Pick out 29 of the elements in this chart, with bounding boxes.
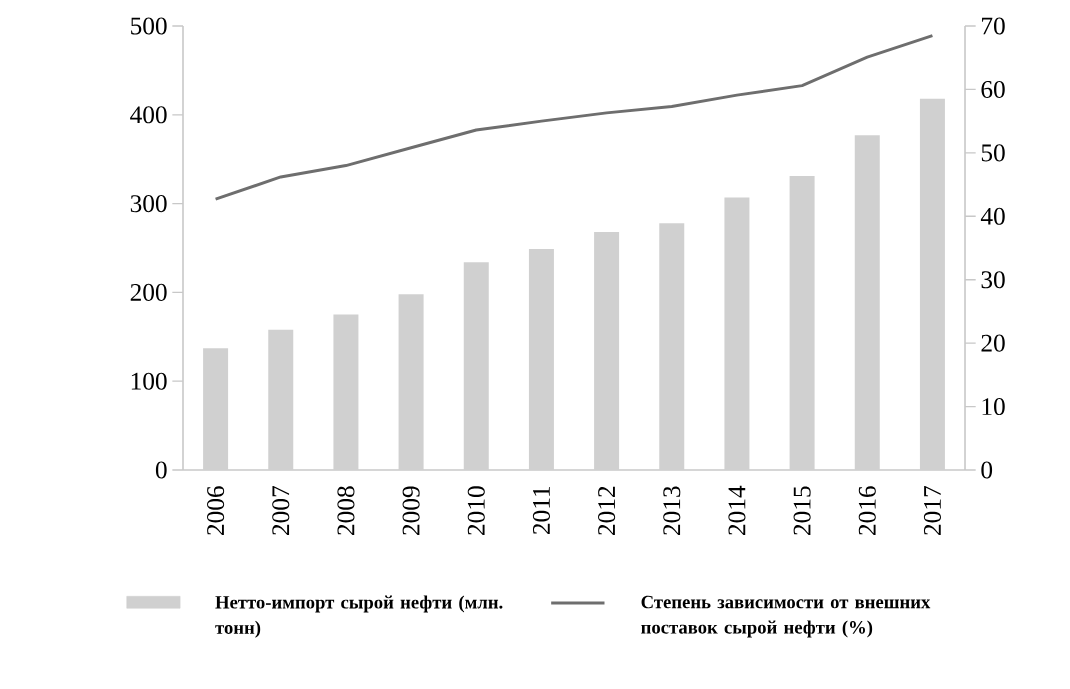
x-tick-label: 2009 [402, 486, 420, 535]
y-tick-label: 100 [131, 372, 167, 390]
legend-label: Степень зависимости от внешних поставок сырой нефти (%) [641, 595, 931, 638]
y2-tick-label: 40 [980, 207, 1005, 225]
y-tick-label: 400 [130, 106, 167, 124]
x-tick-label: 2014 [728, 485, 746, 535]
y2-tick-label: 0 [981, 461, 993, 479]
y2-tick-label: 70 [982, 17, 1005, 35]
y-tick-label: 300 [130, 195, 167, 213]
y2-tick-label: 60 [981, 80, 1005, 98]
y2-tick-label: 50 [981, 144, 1005, 162]
y2-tick-label: 10 [982, 398, 1005, 416]
x-tick-label: 2008 [337, 486, 355, 535]
y2-tick-label: 30 [981, 271, 1005, 289]
y2-tick-label: 20 [981, 334, 1005, 352]
x-tick-label: 2015 [793, 486, 811, 535]
legend-label: Нетто-импорт сырой нефти (млн. тонн) [215, 595, 503, 638]
x-tick-label: 2011 [532, 486, 550, 534]
y-tick-label: 200 [130, 283, 167, 301]
x-tick-label: 2017 [923, 486, 941, 535]
x-tick-label: 2016 [858, 486, 876, 535]
line-series [214, 34, 934, 201]
x-tick-label: 2012 [598, 486, 616, 535]
x-tick-label: 2013 [663, 486, 681, 535]
y-tick-label: 0 [155, 461, 167, 479]
y-tick-label: 500 [131, 17, 167, 35]
x-tick-label: 2006 [207, 486, 225, 535]
x-tick-label: 2007 [272, 486, 290, 535]
x-tick-label: 2010 [467, 486, 485, 535]
